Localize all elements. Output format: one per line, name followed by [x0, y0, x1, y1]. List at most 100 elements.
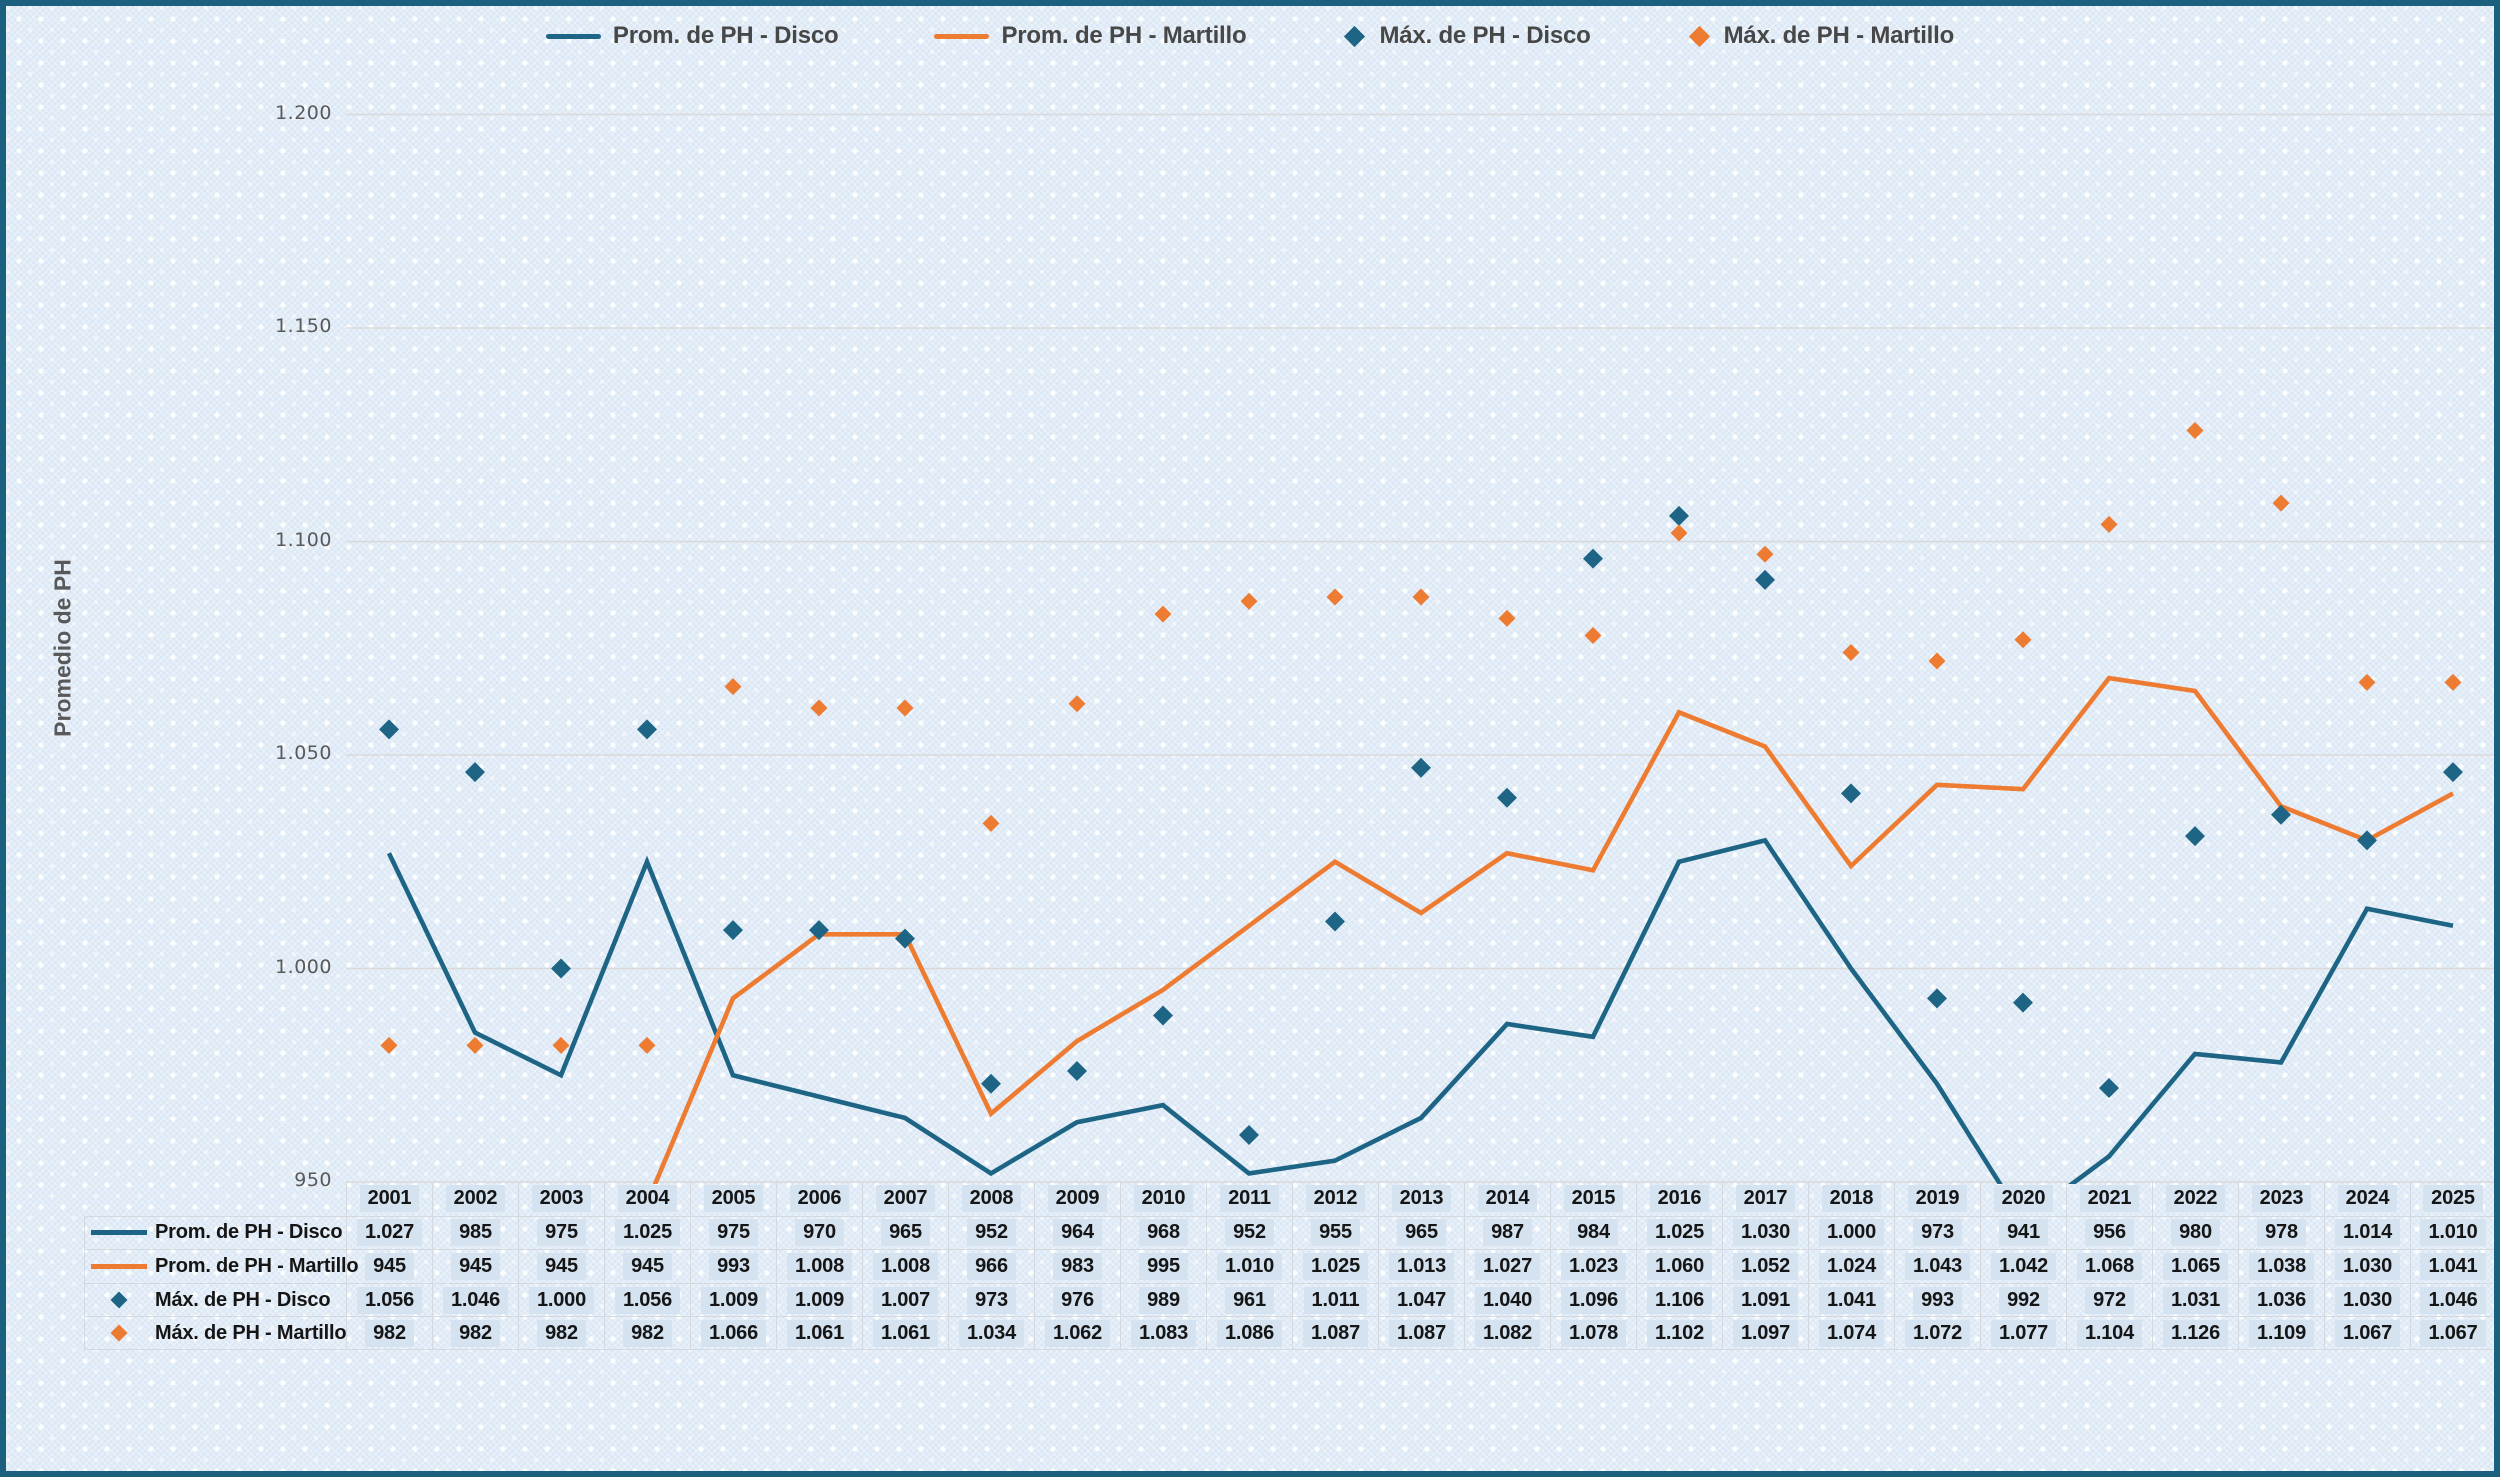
value-cell: 1.078 — [1550, 1316, 1636, 1350]
year-header-cell: 2009 — [1034, 1182, 1120, 1216]
scatter-point — [1068, 695, 1086, 713]
value-cell: 1.000 — [518, 1282, 604, 1317]
scatter-point — [1154, 605, 1172, 623]
value-cell: 1.106 — [1636, 1282, 1722, 1317]
legend-item-max-martillo[interactable]: Máx. de PH - Martillo — [1687, 22, 1954, 50]
value-cell: 1.010 — [2410, 1215, 2494, 1250]
legend-item-prom-disco[interactable]: Prom. de PH - Disco — [545, 22, 839, 50]
value-cell: 1.087 — [1378, 1316, 1464, 1350]
scatter-point — [552, 1036, 570, 1054]
scatter-point — [896, 699, 914, 717]
scatter-point — [1669, 505, 1689, 526]
value-cell: 1.052 — [1722, 1249, 1808, 1283]
value-cell: 1.023 — [1550, 1249, 1636, 1283]
year-header-cell: 2022 — [2152, 1182, 2238, 1216]
value-cell: 965 — [1378, 1215, 1464, 1250]
value-cell: 970 — [776, 1215, 862, 1250]
value-cell: 1.046 — [432, 1282, 518, 1317]
value-cell: 945 — [604, 1249, 690, 1283]
scatter-point — [2444, 673, 2462, 691]
scatter-point — [723, 920, 743, 941]
line-swatch-icon — [90, 1263, 147, 1269]
year-header-cell: 2006 — [776, 1182, 862, 1216]
year-header-cell: 2024 — [2324, 1182, 2410, 1216]
value-cell: 972 — [2066, 1282, 2152, 1317]
y-axis-tick-label: 1.050 — [275, 742, 332, 764]
year-header-cell: 2014 — [1464, 1182, 1550, 1216]
year-header-cell: 2003 — [518, 1182, 604, 1216]
legend-item-max-disco[interactable]: Máx. de PH - Disco — [1342, 22, 1591, 50]
scatter-point — [1240, 592, 1258, 610]
value-cell: 1.067 — [2410, 1316, 2494, 1350]
value-cell: 1.074 — [1808, 1316, 1894, 1350]
scatter-point — [1411, 757, 1431, 778]
legend-label: Prom. de PH - Martillo — [1001, 22, 1247, 49]
year-header-cell: 2023 — [2238, 1182, 2324, 1216]
plot-svg — [346, 113, 2494, 1184]
legend-item-prom-martillo[interactable]: Prom. de PH - Martillo — [934, 22, 1247, 50]
value-cell: 1.068 — [2066, 1249, 2152, 1283]
year-header-cell: 2001 — [346, 1182, 432, 1216]
data-table: 2001 2002 2003 2004 2005 2006 2007 2008 2009 2010… — [84, 1182, 2494, 1350]
year-header-cell: 2017 — [1722, 1182, 1808, 1216]
value-cell: 1.109 — [2238, 1316, 2324, 1350]
value-cell: 1.061 — [776, 1316, 862, 1350]
scatter-point — [1412, 588, 1430, 606]
year-header-cell: 2007 — [862, 1182, 948, 1216]
value-cell: 989 — [1120, 1282, 1206, 1317]
scatter-point — [2358, 673, 2376, 691]
value-cell: 1.061 — [862, 1316, 948, 1350]
scatter-point — [1239, 1125, 1259, 1146]
diamond-marker-icon — [110, 1324, 127, 1342]
scatter-point — [1326, 588, 1344, 606]
value-cell: 1.014 — [2324, 1215, 2410, 1250]
value-cell: 1.007 — [862, 1282, 948, 1317]
value-cell: 1.011 — [1292, 1282, 1378, 1317]
scatter-point — [2186, 421, 2204, 439]
series-line-0 — [386, 837, 2454, 1184]
y-axis-tick-label: 1.000 — [275, 955, 332, 978]
value-cell: 1.036 — [2238, 1282, 2324, 1317]
value-cell: 1.056 — [346, 1282, 432, 1317]
value-cell: 1.126 — [2152, 1316, 2238, 1350]
scatter-point — [2357, 830, 2377, 851]
scatter-point — [380, 1036, 398, 1054]
scatter-point — [982, 814, 1000, 832]
year-header-cell: 2012 — [1292, 1182, 1378, 1216]
value-cell: 992 — [1980, 1282, 2066, 1317]
series-line-1 — [652, 675, 2455, 1184]
scatter-point — [1153, 1005, 1173, 1026]
value-cell: 982 — [346, 1316, 432, 1350]
y-axis-tick-label: 1.100 — [275, 528, 332, 551]
value-cell: 961 — [1206, 1282, 1292, 1317]
value-cell: 1.056 — [604, 1282, 690, 1317]
scatter-point — [1583, 548, 1603, 569]
value-cell: 1.025 — [1292, 1249, 1378, 1283]
line-swatch-icon — [545, 33, 601, 39]
scatter-point — [2100, 515, 2118, 533]
scatter-point — [1067, 1060, 1087, 1081]
value-cell: 1.065 — [2152, 1249, 2238, 1283]
value-cell: 968 — [1120, 1215, 1206, 1250]
value-cell: 1.041 — [1808, 1282, 1894, 1317]
value-cell: 1.008 — [862, 1249, 948, 1283]
scatter-point — [981, 1073, 1001, 1094]
value-cell: 1.067 — [2324, 1316, 2410, 1350]
line-swatch-icon — [90, 1230, 147, 1236]
value-cell: 941 — [1980, 1215, 2066, 1250]
y-axis-tick-label: 1.200 — [275, 101, 332, 124]
scatter-point — [810, 699, 828, 717]
scatter-point — [895, 928, 915, 949]
value-cell: 1.030 — [1722, 1215, 1808, 1250]
value-cell: 952 — [948, 1215, 1034, 1250]
scatter-point — [2099, 1078, 2119, 1099]
year-header-cell: 2002 — [432, 1182, 518, 1216]
value-cell: 1.031 — [2152, 1282, 2238, 1317]
scatter-point — [1756, 545, 1774, 563]
scatter-point — [2272, 494, 2290, 512]
scatter-point — [1842, 644, 1860, 662]
scatter-point — [724, 678, 742, 696]
year-header-cell: 2015 — [1550, 1182, 1636, 1216]
value-cell: 1.102 — [1636, 1316, 1722, 1350]
